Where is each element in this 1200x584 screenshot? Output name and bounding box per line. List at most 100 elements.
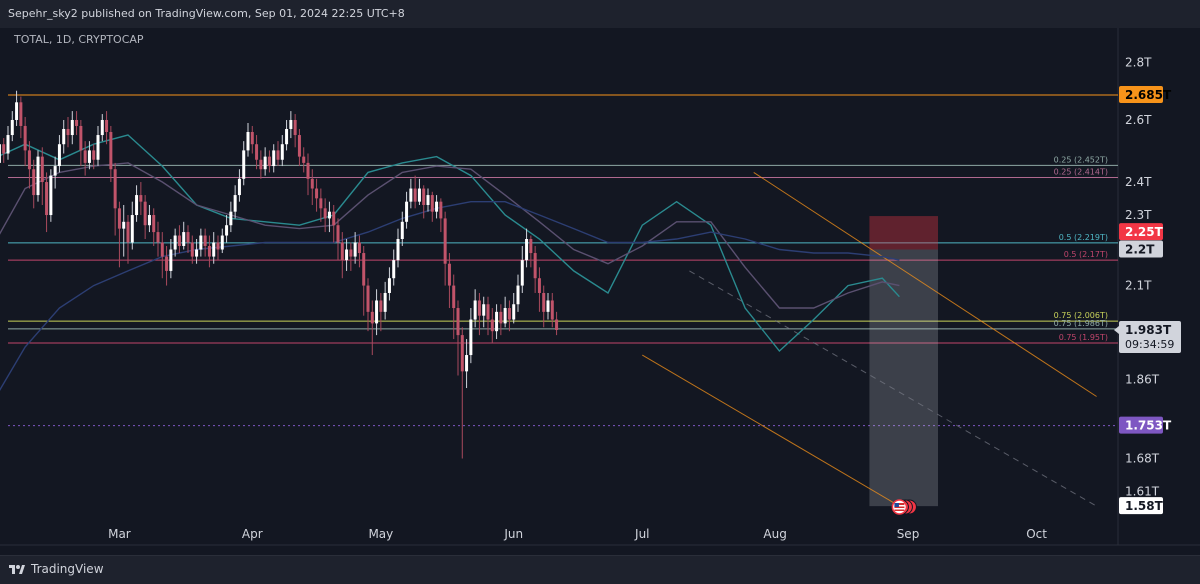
position-tool[interactable] [869,216,938,507]
candle-body [92,150,96,160]
time-axis[interactable]: Mar Apr May Jun Jul Aug Sep Oct [108,527,1047,541]
price-badge-label: 2.685T [1125,88,1172,102]
candle-body [443,218,447,264]
candle-body [195,249,199,257]
candle [169,238,173,279]
price-badge: 1.58T [1119,497,1164,515]
channel-midline [689,270,1097,507]
x-tick-label: Apr [242,527,263,541]
candle-body [83,150,87,163]
candle-body [190,242,194,257]
candle [473,289,477,328]
candle [499,304,503,336]
candle [327,201,331,233]
x-tick-label: Oct [1026,527,1047,541]
candle [349,242,353,271]
us-flag-events-icon[interactable] [891,499,917,515]
candle-body [117,208,121,229]
price-badge: 2.25T [1119,223,1164,241]
candle [173,228,177,257]
candle [533,245,537,293]
candle-body [439,201,443,219]
candle-body [199,235,203,250]
candle [220,228,224,254]
candle-body [15,102,19,120]
candle [135,185,139,222]
candle-body [302,156,306,163]
candle-body [250,132,254,145]
candle-body [533,253,537,279]
candle [379,292,383,332]
channel-line-1 [642,354,900,507]
brand[interactable]: TradingView [9,562,104,576]
candle-body [537,278,541,293]
y-tick-label: 2.3T [1125,208,1152,222]
candle [36,150,40,202]
candle [525,228,529,268]
candle [75,111,79,136]
candle-body [469,319,473,356]
candle-body [62,128,66,145]
candle [555,311,559,336]
price-badge-label: 1.58T [1125,499,1164,513]
x-tick-label: Jul [634,527,649,541]
candle [319,188,323,222]
fib-labels: 0.25 (2.452T) 0.25 (2.414T) 0.5 (2.219T) 0.… [1054,155,1108,342]
fib-label-1: 0.25 (2.452T) [1054,155,1108,164]
candle [199,228,203,257]
candle [100,114,104,142]
candle [422,185,426,219]
candle-body [465,355,469,372]
candle [160,232,164,279]
y-tick-label: 1.68T [1125,452,1160,466]
candle-body [366,285,370,312]
trend-channel[interactable] [642,171,1097,507]
candle [332,204,336,243]
fib-label-7: 0.75 (1.95T) [1059,333,1108,342]
symbol-legend: TOTAL, 1D, CRYPTOCAP [13,33,144,46]
candle [87,141,91,170]
candle-body [225,225,229,236]
candle-body [267,156,271,167]
y-tick-label: 1.61T [1125,485,1160,499]
candle [495,304,499,340]
price-badge: 2.685T [1119,86,1172,104]
candle-body [66,128,70,136]
candle [195,238,199,264]
candle-body [370,311,374,324]
candle-body [327,211,331,219]
candle-body [297,135,301,157]
candle-body [323,208,327,219]
candle-body [336,225,340,243]
candle-body [495,311,499,332]
candle-body [0,144,1,163]
candle [177,225,181,254]
candle-body [486,304,490,320]
candle-body [122,221,126,229]
candle-body [237,178,241,196]
candle-body [169,249,173,271]
candle-body [383,292,387,312]
candle-body [357,242,361,254]
candle [147,204,151,233]
price-axis[interactable]: 2.8T 2.6T 2.4T 2.3T 2.1T 1.86T 1.68T 1.61T 2.685… [1114,56,1181,515]
candle [105,111,109,145]
candle [486,296,490,336]
candle [516,274,520,312]
candle [362,245,366,316]
candle [477,292,481,336]
stop-zone [869,216,938,250]
price-badge-bg [1119,223,1163,241]
brand-label: TradingView [31,562,104,576]
candle-body [400,221,404,239]
candle-body [53,166,57,176]
candle [203,228,207,257]
candle [310,169,314,205]
candle [465,339,469,389]
candle [289,111,293,139]
price-badge-label: 2.25T [1125,225,1164,239]
candle-body [289,119,293,129]
y-tick-label: 2.1T [1125,279,1152,293]
candle [460,327,464,459]
